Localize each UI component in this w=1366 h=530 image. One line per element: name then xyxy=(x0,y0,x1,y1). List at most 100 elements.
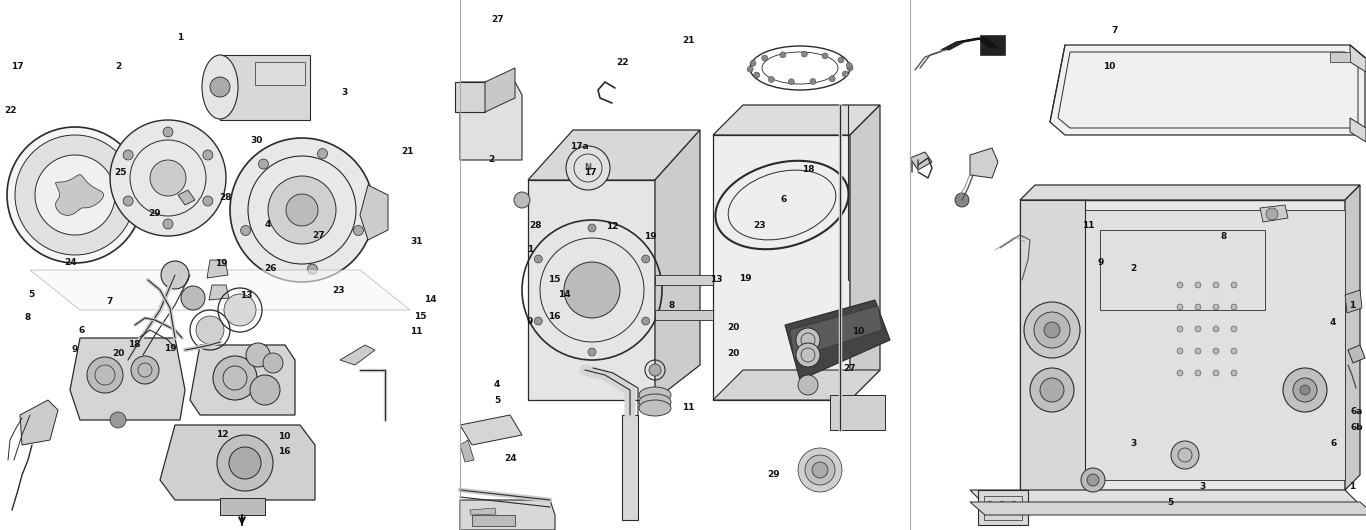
Polygon shape xyxy=(656,310,713,320)
Text: 30: 30 xyxy=(250,137,264,145)
Polygon shape xyxy=(1038,240,1059,247)
Polygon shape xyxy=(470,508,496,515)
Polygon shape xyxy=(20,400,57,445)
Circle shape xyxy=(1195,348,1201,354)
Text: 13: 13 xyxy=(239,291,253,299)
Text: 3: 3 xyxy=(1131,439,1137,448)
Polygon shape xyxy=(460,415,522,445)
Polygon shape xyxy=(1346,185,1361,490)
Polygon shape xyxy=(1020,200,1346,490)
Polygon shape xyxy=(656,275,713,285)
Text: 9: 9 xyxy=(1098,259,1104,267)
Circle shape xyxy=(1195,326,1201,332)
Polygon shape xyxy=(656,130,699,400)
Text: 10: 10 xyxy=(851,328,865,336)
Text: 11: 11 xyxy=(410,328,423,336)
Polygon shape xyxy=(622,415,638,520)
Circle shape xyxy=(649,364,661,376)
Circle shape xyxy=(202,150,213,160)
Circle shape xyxy=(1000,501,1004,505)
Polygon shape xyxy=(460,500,555,530)
Circle shape xyxy=(268,176,336,244)
Text: 21: 21 xyxy=(682,37,695,45)
Text: 22: 22 xyxy=(4,106,18,114)
Circle shape xyxy=(1044,322,1060,338)
Text: 2: 2 xyxy=(489,155,494,163)
Circle shape xyxy=(123,150,133,160)
Text: 29: 29 xyxy=(766,471,780,479)
Circle shape xyxy=(1040,378,1064,402)
Circle shape xyxy=(514,192,530,208)
Text: 1: 1 xyxy=(1350,301,1355,310)
Text: 3: 3 xyxy=(342,88,347,96)
Circle shape xyxy=(1195,282,1201,288)
Circle shape xyxy=(955,193,968,207)
Circle shape xyxy=(534,255,542,263)
Polygon shape xyxy=(970,148,999,178)
Circle shape xyxy=(202,196,213,206)
Polygon shape xyxy=(70,338,184,420)
Circle shape xyxy=(15,135,135,255)
Text: 17a: 17a xyxy=(570,143,589,151)
Text: 20: 20 xyxy=(112,349,126,358)
Circle shape xyxy=(258,159,269,169)
Circle shape xyxy=(587,348,596,356)
Polygon shape xyxy=(785,300,891,380)
Circle shape xyxy=(796,328,820,352)
Circle shape xyxy=(988,501,992,505)
Polygon shape xyxy=(529,130,699,180)
Text: 12: 12 xyxy=(216,430,229,439)
Text: 10: 10 xyxy=(277,432,291,440)
Circle shape xyxy=(1177,282,1183,288)
Circle shape xyxy=(213,356,257,400)
Circle shape xyxy=(847,65,852,71)
Circle shape xyxy=(837,57,844,63)
Circle shape xyxy=(988,511,992,515)
Circle shape xyxy=(1213,282,1218,288)
Circle shape xyxy=(354,226,363,235)
Circle shape xyxy=(847,63,852,68)
Text: 17: 17 xyxy=(11,62,25,70)
Text: 2: 2 xyxy=(1131,264,1137,273)
Circle shape xyxy=(1012,501,1016,505)
Text: 26: 26 xyxy=(264,264,277,273)
Text: 2: 2 xyxy=(116,62,122,70)
Polygon shape xyxy=(208,260,228,278)
Polygon shape xyxy=(160,425,316,500)
Polygon shape xyxy=(1348,345,1365,363)
Text: 6: 6 xyxy=(781,195,787,204)
Polygon shape xyxy=(978,490,1029,525)
Circle shape xyxy=(111,120,225,236)
Text: 15: 15 xyxy=(548,275,561,284)
Text: 28: 28 xyxy=(529,222,542,230)
Polygon shape xyxy=(790,306,882,358)
Circle shape xyxy=(1177,348,1183,354)
Circle shape xyxy=(1000,511,1004,515)
Circle shape xyxy=(217,435,273,491)
Text: 1: 1 xyxy=(178,33,183,41)
Polygon shape xyxy=(970,490,1361,505)
Polygon shape xyxy=(1038,226,1059,233)
Polygon shape xyxy=(1020,200,1085,490)
Text: 18: 18 xyxy=(802,165,816,174)
Circle shape xyxy=(587,224,596,232)
Circle shape xyxy=(822,53,828,59)
Text: N: N xyxy=(585,163,591,172)
Text: 14: 14 xyxy=(423,295,437,304)
Circle shape xyxy=(1195,370,1201,376)
Polygon shape xyxy=(970,502,1366,515)
Circle shape xyxy=(317,148,328,158)
Circle shape xyxy=(7,127,143,263)
Polygon shape xyxy=(1031,218,1065,245)
Text: 9: 9 xyxy=(527,317,533,326)
Text: 20: 20 xyxy=(727,323,740,331)
Circle shape xyxy=(163,219,173,229)
Polygon shape xyxy=(713,135,850,400)
Circle shape xyxy=(843,71,848,77)
Text: 22: 22 xyxy=(616,58,630,66)
Polygon shape xyxy=(713,105,880,135)
Text: 5: 5 xyxy=(29,290,34,299)
Circle shape xyxy=(150,160,186,196)
Circle shape xyxy=(768,76,775,83)
Circle shape xyxy=(642,255,650,263)
